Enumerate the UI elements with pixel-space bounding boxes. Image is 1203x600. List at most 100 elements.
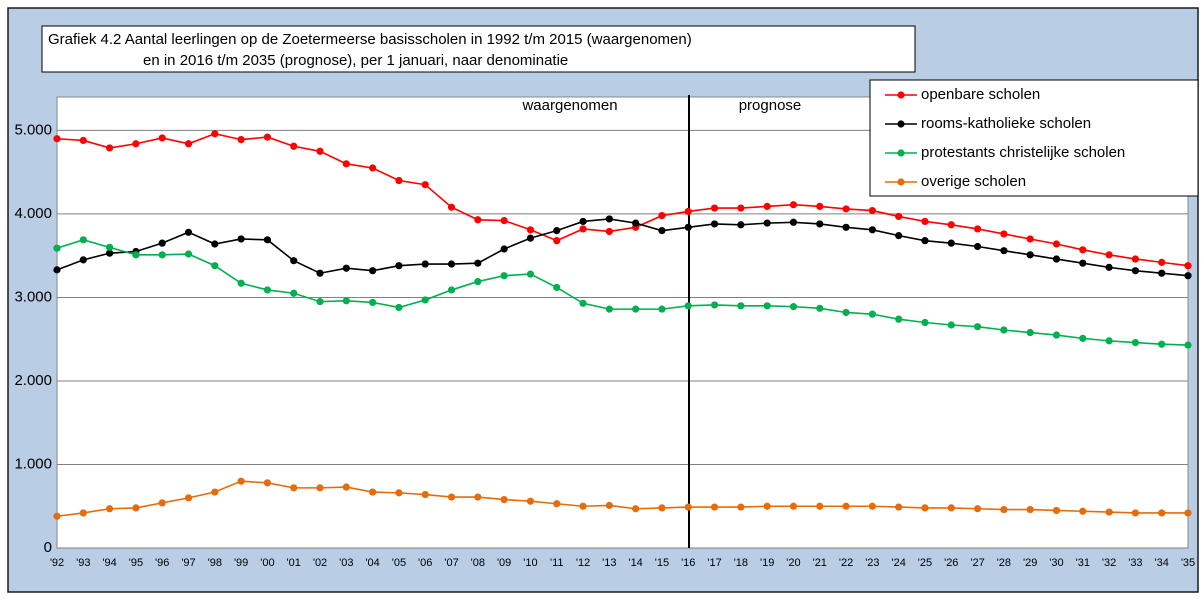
x-tick-label: '14 [628, 557, 642, 569]
data-point [973, 242, 982, 251]
data-point [342, 297, 350, 305]
data-point [684, 503, 692, 511]
data-point [1000, 247, 1008, 255]
data-point [1000, 230, 1008, 238]
y-tick-label: 5.000 [14, 121, 52, 138]
x-tick-label: '13 [602, 557, 616, 569]
data-point [316, 269, 324, 277]
x-tick-label: '07 [444, 557, 458, 569]
data-point [369, 267, 377, 275]
data-point [342, 160, 350, 168]
data-point [106, 505, 114, 513]
data-point [658, 504, 666, 512]
data-point [290, 289, 298, 297]
data-point [316, 484, 324, 492]
data-point [184, 228, 193, 236]
legend-label: protestants christelijke scholen [921, 144, 1125, 161]
x-tick-label: '12 [576, 557, 590, 569]
data-point [789, 201, 798, 209]
data-point [526, 497, 535, 505]
series-line [56, 132, 1189, 267]
data-point [947, 504, 955, 512]
data-point [316, 147, 324, 155]
x-tick-label: '06 [418, 557, 432, 569]
data-point [1079, 334, 1087, 342]
data-point [947, 221, 955, 229]
data-point [868, 226, 876, 234]
data-point [263, 236, 272, 244]
x-tick-label: '22 [839, 557, 853, 569]
data-point [1079, 259, 1087, 267]
data-point [237, 279, 245, 287]
data-point [237, 135, 245, 144]
x-tick-label: '01 [287, 557, 301, 569]
data-point [710, 204, 719, 212]
data-point [1158, 258, 1166, 266]
data-point [1052, 255, 1061, 263]
data-point [106, 144, 114, 152]
y-tick-label: 0 [44, 539, 52, 556]
data-point [158, 134, 166, 142]
data-point [290, 484, 298, 492]
data-point [474, 277, 482, 286]
data-point [842, 502, 850, 510]
data-point [737, 204, 745, 212]
data-point [342, 264, 350, 272]
data-point [79, 256, 87, 264]
data-point [290, 257, 298, 265]
x-tick-label: '99 [234, 557, 248, 569]
data-point [53, 512, 61, 520]
x-tick-label: '98 [208, 557, 222, 569]
data-point [184, 140, 193, 148]
data-point [605, 501, 613, 510]
x-tick-label: '19 [760, 557, 774, 569]
data-point [474, 259, 482, 267]
data-point [1026, 251, 1034, 259]
x-tick-label: '18 [734, 557, 748, 569]
x-tick-label: '32 [1102, 557, 1116, 569]
data-point [1000, 326, 1008, 334]
x-tick-label: '23 [865, 557, 879, 569]
data-point [1184, 509, 1192, 517]
data-point [763, 302, 771, 310]
data-point [921, 318, 929, 327]
x-tick-label: '25 [918, 557, 932, 569]
data-point [211, 488, 219, 496]
data-point [53, 244, 61, 252]
data-point [447, 493, 456, 501]
data-point [421, 490, 429, 499]
data-point [658, 211, 666, 220]
series-line [56, 218, 1189, 277]
chart-title: Grafiek 4.2 Aantal leerlingen op de Zoet… [48, 31, 692, 48]
legend-label: openbare scholen [921, 86, 1040, 103]
data-point [763, 219, 771, 227]
data-point [395, 176, 403, 185]
data-point [211, 262, 219, 270]
data-point [53, 266, 61, 274]
data-point [211, 240, 219, 248]
data-point [816, 220, 824, 228]
data-point [79, 136, 87, 145]
data-point [211, 130, 219, 138]
data-point [684, 302, 692, 310]
x-tick-label: '27 [970, 557, 984, 569]
data-point [158, 251, 166, 259]
title-box [41, 25, 916, 73]
data-point [1131, 338, 1139, 347]
data-point [921, 504, 929, 512]
data-point [553, 227, 561, 235]
x-tick-label: '24 [892, 557, 906, 569]
data-point [1026, 505, 1034, 514]
x-tick-label: '26 [944, 557, 958, 569]
chart-title: en in 2016 t/m 2035 (prognose), per 1 ja… [143, 52, 568, 69]
x-tick-label: '08 [471, 557, 485, 569]
data-point [132, 251, 140, 259]
data-point [816, 202, 824, 211]
legend-box [869, 79, 1199, 197]
data-point [842, 308, 850, 317]
y-tick-label: 3.000 [14, 288, 52, 305]
data-point [710, 503, 719, 511]
data-point [895, 232, 903, 240]
series-line [56, 480, 1188, 518]
